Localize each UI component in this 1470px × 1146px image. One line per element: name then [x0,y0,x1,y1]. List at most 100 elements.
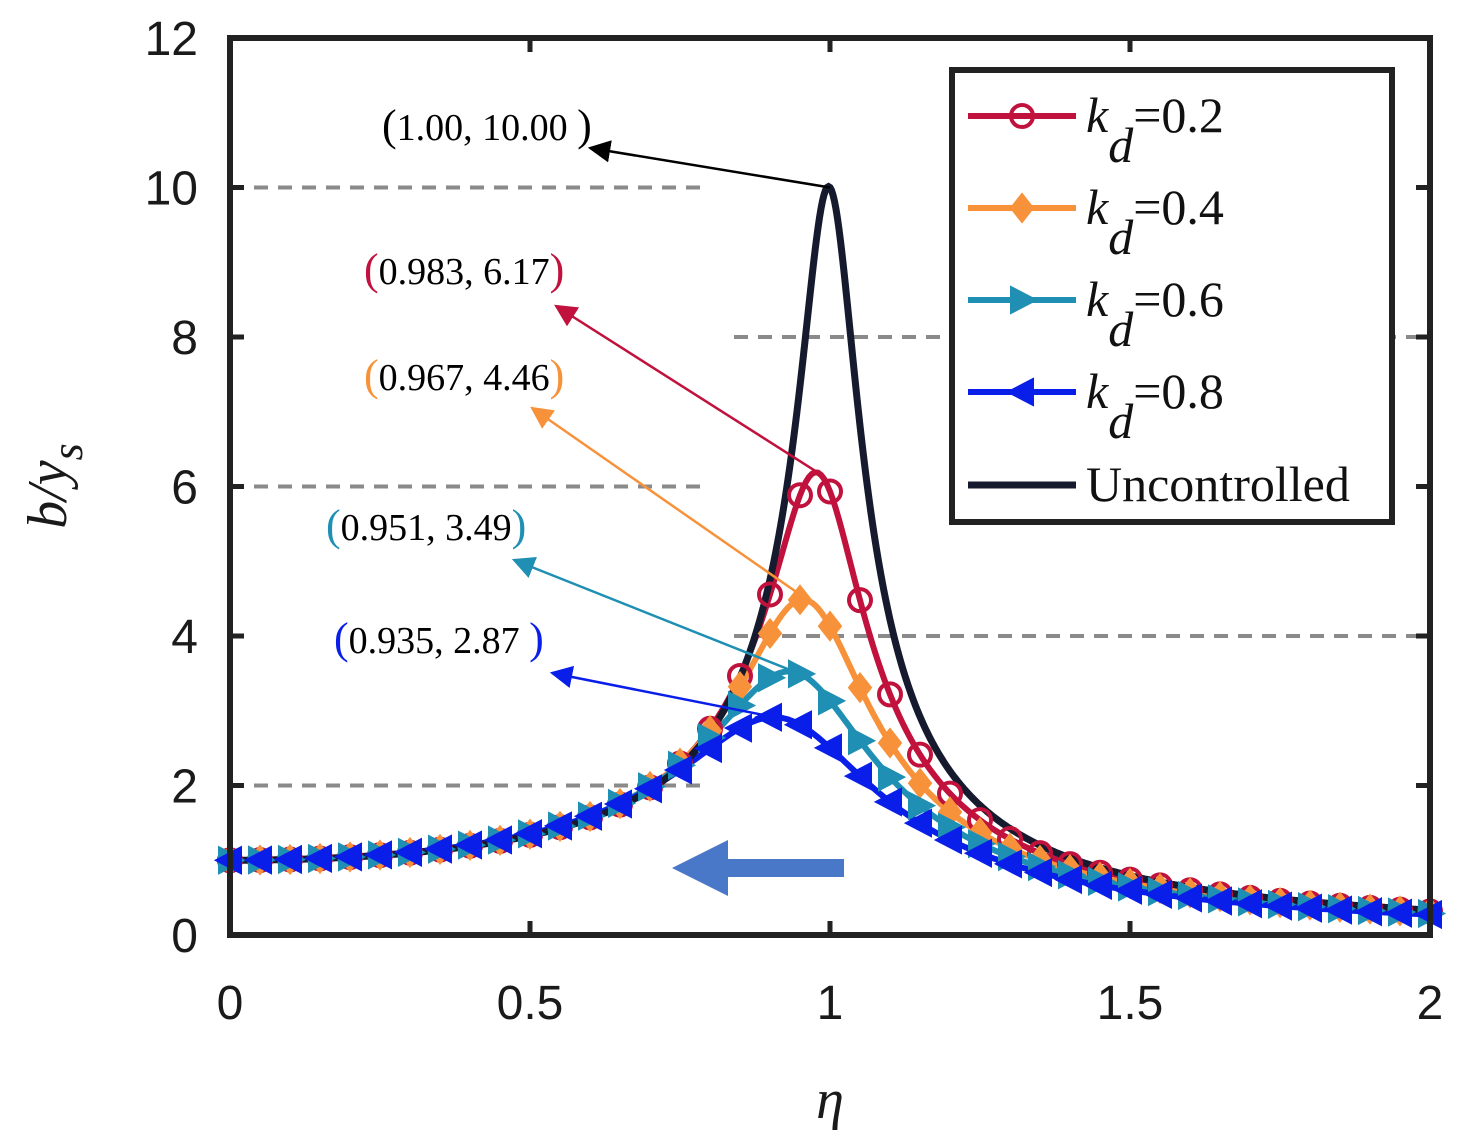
direction-arrow [672,840,844,896]
series-marker-kd-0.2 [907,741,933,768]
annotation-arrow [530,406,811,603]
legend-label: kd=0.8 [1086,363,1224,449]
series-marker-kd-0.8 [633,774,662,804]
series-marker-kd-0.2 [817,478,843,505]
annotation-value: 0.983, 6.17 [379,251,550,293]
series-marker-kd-0.6 [878,762,907,792]
series-marker-kd-0.4 [847,672,873,704]
series-marker-kd-0.8 [1293,893,1322,923]
annotation-close-paren: ) [550,245,565,294]
annotation-arrow [587,140,831,189]
series-marker-kd-0.4 [787,584,813,616]
y-tick-label: 0 [171,910,198,963]
legend-label-k: k [1086,87,1109,143]
legend-label-value: =0.6 [1133,271,1224,327]
series-marker-kd-0.8 [1353,897,1382,927]
series-marker-kd-0.6 [908,790,937,821]
series-marker-kd-0.6 [818,686,847,716]
series-marker-kd-0.8 [303,843,332,874]
annotation-close-paren: ) [550,351,565,400]
series-marker-kd-0.8 [843,761,872,791]
y-tick-label: 12 [145,13,198,66]
series-marker-kd-0.8 [723,713,752,743]
y-axis-label: b/ys [17,443,92,529]
annotation-open-paren: ( [334,614,349,663]
direction-arrow-shaft [722,859,844,877]
series-marker-kd-0.8 [1383,898,1412,928]
annotation-label: (0.935, 2.87 ) [334,614,544,663]
annotation-open-paren: ( [326,501,341,550]
y-axis-label-main: b/y [17,460,79,529]
series-marker-kd-0.8 [1323,895,1352,925]
y-tick-label: 8 [171,312,198,365]
series-marker-kd-0.4 [877,727,903,759]
legend-label-value: =0.2 [1133,87,1224,143]
series-marker-kd-0.8 [1113,875,1142,905]
series-marker-kd-0.8 [813,733,842,763]
annotation-close-paren: ) [577,101,592,150]
legend-label: Uncontrolled [1086,456,1350,512]
x-tick-label: 1 [817,977,844,1030]
series-marker-kd-0.8 [663,755,692,785]
series-marker-kd-0.8 [1263,891,1292,921]
series-marker-kd-0.2 [847,587,873,614]
series-marker-kd-0.8 [1023,857,1052,888]
annotation-label: (1.00, 10.00 ) [382,101,592,150]
series-marker-kd-0.8 [453,830,482,860]
series-marker-kd-0.2 [877,681,903,708]
x-tick-label: 0.5 [497,977,564,1030]
series-marker-kd-0.8 [363,840,392,870]
series-marker-kd-0.8 [1143,879,1172,910]
series-marker-kd-0.8 [513,819,542,849]
annotation-value: 0.935, 2.87 [349,620,530,662]
annotation-label: (0.951, 3.49) [326,501,526,550]
annotation-open-paren: ( [382,101,397,150]
legend-label-value: =0.8 [1133,363,1224,419]
series-marker-kd-0.6 [758,663,787,693]
series-marker-kd-0.8 [1233,889,1262,919]
series-marker-kd-0.8 [273,844,302,875]
series-marker-kd-0.8 [963,838,992,868]
legend-label-sub: d [1108,117,1134,173]
legend-marker [1005,377,1034,407]
y-tick-label: 2 [171,761,198,814]
series-marker-kd-0.8 [933,825,962,855]
legend-marker [1010,285,1039,315]
annotation-close-paren: ) [529,614,544,663]
legend-label-k: k [1086,363,1109,419]
annotation-open-paren: ( [364,245,379,294]
legend-label-value: =0.4 [1133,179,1224,235]
series-marker-kd-0.6 [788,659,817,689]
legend-label-k: k [1086,271,1109,327]
x-tick-label: 1.5 [1097,977,1164,1030]
series-marker-kd-0.2 [787,482,813,509]
series-marker-kd-0.8 [573,801,602,831]
series-marker-kd-0.8 [903,808,932,838]
series-marker-kd-0.8 [1173,883,1202,913]
annotation-arrow [511,557,802,676]
legend-label: kd=0.4 [1086,179,1224,265]
series-marker-kd-0.8 [603,789,632,819]
series-marker-kd-0.8 [483,825,512,855]
series-marker-kd-0.8 [393,837,422,867]
series-marker-kd-0.8 [993,849,1022,879]
legend-label: kd=0.2 [1086,87,1224,173]
series-marker-kd-0.6 [848,726,877,756]
annotation-label: (0.983, 6.17) [364,245,564,294]
y-tick-label: 10 [145,163,198,216]
x-tick-label: 2 [1417,977,1444,1030]
series-marker-kd-0.8 [1203,886,1232,916]
series-marker-kd-0.8 [333,842,362,872]
series-marker-kd-0.8 [243,845,272,875]
legend-label: kd=0.6 [1086,271,1224,357]
annotation-value: 1.00, 10.00 [397,107,578,149]
series-marker-kd-0.8 [1053,864,1082,895]
legend-marker [1009,192,1035,224]
annotation-arrow [549,665,792,722]
y-axis-label-sub: s [43,443,92,460]
series-marker-kd-0.8 [1083,870,1112,900]
series-marker-kd-0.8 [543,811,572,841]
annotation-open-paren: ( [364,351,379,400]
